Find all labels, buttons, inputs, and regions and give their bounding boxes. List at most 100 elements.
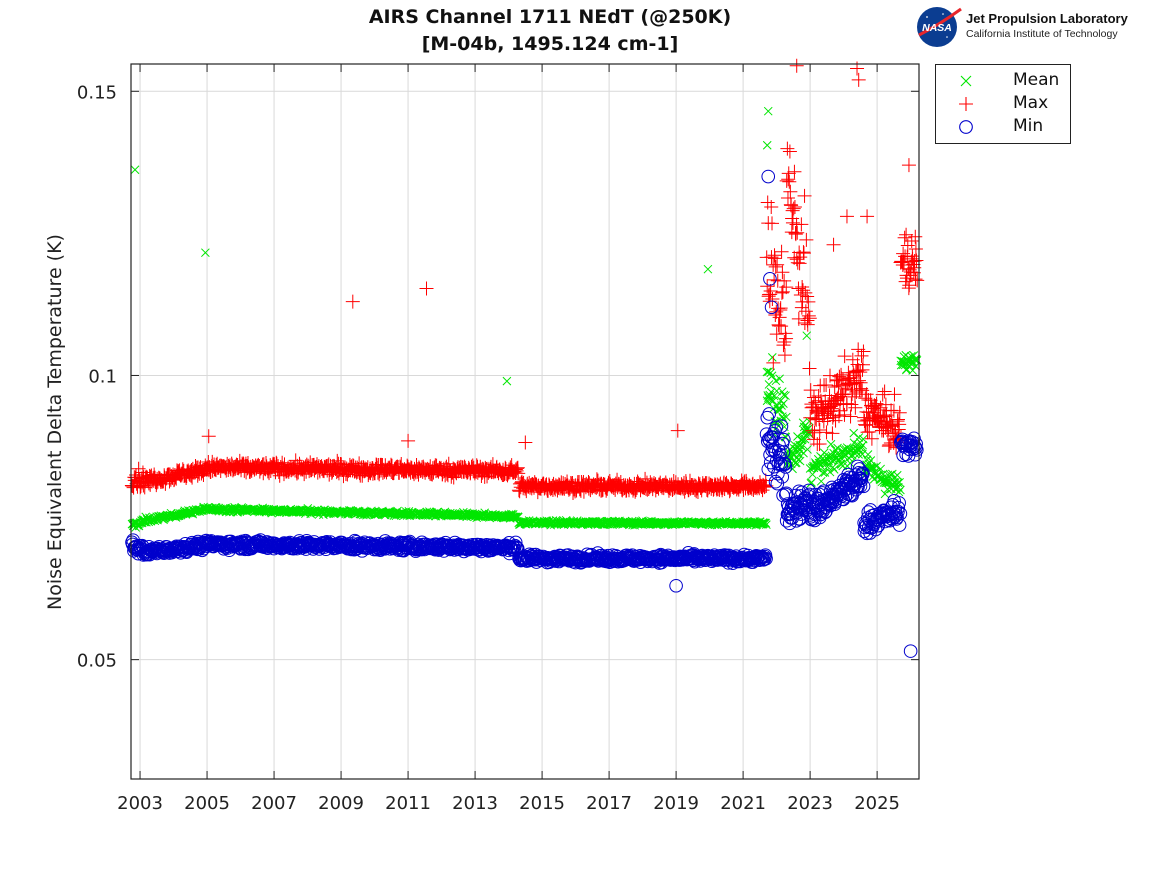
data-point-mean-outlier <box>762 140 772 150</box>
data-point-mean-outlier <box>201 248 210 258</box>
data-point-mean <box>851 446 861 456</box>
data-point-max <box>132 472 147 487</box>
data-point-mean-outlier <box>763 106 773 116</box>
data-point-mean <box>764 380 774 389</box>
data-point-max-outlier <box>670 423 685 438</box>
data-point-max <box>794 217 809 232</box>
data-point-max <box>439 459 454 474</box>
data-point-mean <box>797 442 807 451</box>
data-point-max <box>758 473 773 488</box>
data-point-max <box>837 407 852 422</box>
data-point-max <box>782 144 797 159</box>
title-line-2: [M-04b, 1495.124 cm-1] <box>421 33 679 55</box>
data-point-max <box>878 397 893 412</box>
data-point-max <box>908 229 923 244</box>
x-tick-label: 2025 <box>854 793 900 814</box>
data-point-max <box>899 227 914 242</box>
data-point-max <box>808 395 823 410</box>
data-point-mean <box>766 387 776 397</box>
y-tick-label: 0.1 <box>88 366 117 387</box>
data-point-max <box>774 285 789 300</box>
data-point-max <box>783 184 798 199</box>
data-point-max <box>763 283 778 298</box>
data-point-max <box>819 425 834 440</box>
data-point-max <box>877 384 892 399</box>
legend-label-mean: Mean <box>1013 70 1060 90</box>
data-point-mean <box>886 470 895 480</box>
data-point-max <box>798 285 813 300</box>
data-point-mean <box>779 390 789 400</box>
data-point-max <box>796 246 811 261</box>
data-point-max <box>816 414 831 429</box>
x-tick-label: 2005 <box>184 793 230 814</box>
data-point-max <box>777 273 792 288</box>
x-tick-label: 2007 <box>251 793 297 814</box>
data-point-max <box>330 453 345 468</box>
data-point-max <box>507 464 522 479</box>
data-point-max <box>892 405 907 420</box>
data-point-max <box>843 409 858 424</box>
data-point-mean <box>845 458 855 468</box>
data-point-max <box>772 310 787 325</box>
data-point-max <box>897 230 912 245</box>
data-point-max <box>782 174 797 189</box>
data-point-max <box>848 400 863 415</box>
data-point-max <box>802 361 817 376</box>
data-point-max <box>837 349 852 364</box>
data-point-max <box>764 250 779 265</box>
data-point-max <box>855 357 870 372</box>
data-point-max <box>873 400 888 415</box>
data-point-mean <box>829 465 839 474</box>
data-point-max <box>785 203 800 218</box>
data-point-max <box>777 348 792 363</box>
data-point-mean <box>774 405 784 415</box>
x-tick-label: 2021 <box>720 793 766 814</box>
data-point-mean <box>863 450 873 459</box>
data-point-max <box>844 397 859 412</box>
data-point-max <box>566 486 581 501</box>
data-point-max <box>803 383 818 398</box>
data-point-max <box>773 301 788 316</box>
data-point-max <box>764 199 779 214</box>
legend-item-min: Min <box>936 116 1070 138</box>
data-point-mean <box>895 477 904 487</box>
data-point-max <box>833 389 848 404</box>
data-point-max <box>825 426 840 441</box>
x-tick-label: 2017 <box>586 793 632 814</box>
data-point-mean-outlier <box>130 165 140 175</box>
jpl-logo: NASA Jet Propulsion Laboratory Californi… <box>913 5 1163 49</box>
data-point-max <box>824 401 839 416</box>
data-point-mean <box>828 462 838 472</box>
data-point-max <box>779 173 794 188</box>
data-point-max <box>789 252 804 267</box>
data-point-mean <box>816 476 826 486</box>
data-point-max <box>856 344 871 359</box>
data-point-max <box>757 479 772 494</box>
data-point-max <box>784 198 799 213</box>
data-point-max <box>794 300 809 315</box>
legend-label-min: Min <box>1013 116 1044 136</box>
data-point-max <box>787 164 802 179</box>
x-tick-label: 2013 <box>452 793 498 814</box>
data-point-max <box>767 272 782 287</box>
plus-marker-icon <box>959 97 973 111</box>
data-point-max <box>805 423 820 438</box>
data-point-max <box>790 255 805 270</box>
y-tick-label: 0.15 <box>77 82 117 103</box>
data-point-mean <box>892 483 901 493</box>
data-point-mean <box>880 489 890 499</box>
x-tick-label: 2009 <box>318 793 364 814</box>
data-point-mean <box>892 470 902 480</box>
data-point-max <box>854 348 869 363</box>
data-point-mean <box>509 512 519 522</box>
data-point-mean <box>761 518 770 528</box>
axes: 2003 2005 2007 2009 2011 2013 2015 2017 2019 2021… <box>77 63 920 814</box>
data-point-max <box>812 422 827 437</box>
data-point-max <box>785 215 800 230</box>
data-point-max <box>795 279 810 294</box>
data-point-max <box>851 373 866 388</box>
data-point-mean <box>858 434 868 444</box>
y-axis-label: Noise Equivalent Delta Temperature (K) <box>44 234 66 610</box>
data-point-max <box>288 453 303 468</box>
data-point-max <box>902 278 917 293</box>
